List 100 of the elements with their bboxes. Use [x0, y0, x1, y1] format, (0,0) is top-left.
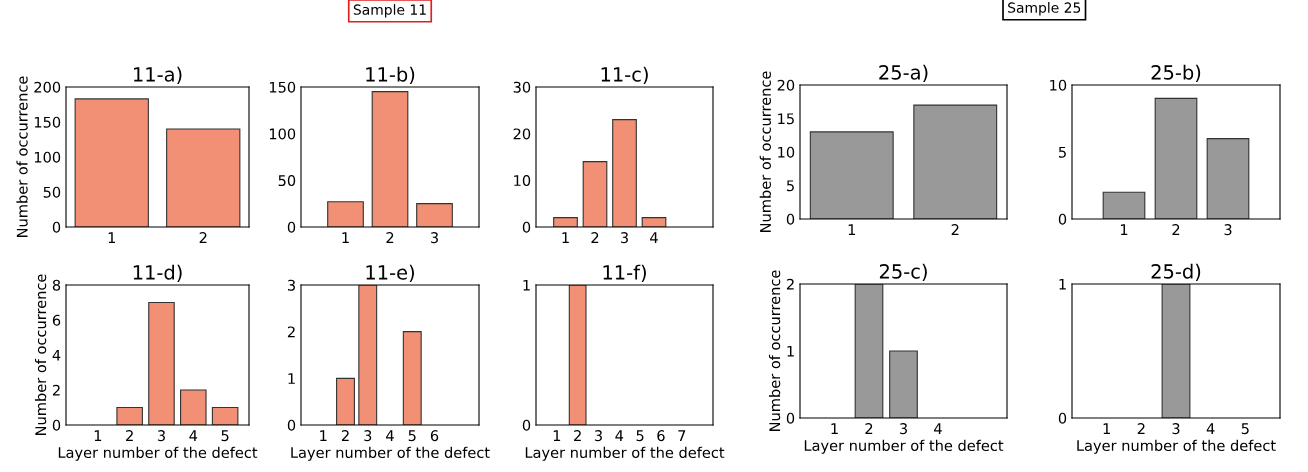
y-tick-label: 50: [278, 175, 296, 187]
x-tick-label: 5: [636, 430, 644, 442]
y-tick-label: 20: [513, 128, 531, 140]
bar: [612, 119, 637, 227]
x-tick-label: 4: [1206, 423, 1215, 434]
chart-title: 25-d): [1151, 263, 1201, 282]
y-tick-label: 0: [1058, 213, 1067, 225]
y-tick-label: 100: [269, 128, 296, 140]
bar: [582, 161, 608, 227]
y-axis-title: Number of occurrence: [34, 274, 47, 435]
x-tick-label: 1: [848, 224, 856, 235]
bar: [180, 389, 207, 425]
y-tick-label: 15: [778, 113, 794, 125]
bar: [1102, 191, 1146, 219]
bar: [211, 406, 239, 425]
y-tick-label: 0: [52, 221, 61, 233]
chart-title: 11-a): [134, 66, 182, 85]
y-tick-label: 1: [523, 279, 530, 291]
x-tick-label: 4: [386, 430, 394, 441]
bar: [416, 203, 453, 227]
x-axis-title: Layer number of the defect: [525, 446, 725, 461]
y-tick-label: 2: [786, 278, 794, 290]
x-tick-label: 2: [126, 430, 133, 441]
chart-title: 11-b): [366, 66, 415, 85]
y-tick-label: 10: [514, 175, 531, 187]
x-tick-label: 2: [1172, 224, 1180, 235]
x-tick-label: 1: [553, 430, 561, 441]
y-tick-label: 2: [52, 384, 60, 396]
bar: [148, 301, 175, 425]
x-tick-label: 1: [1103, 423, 1110, 434]
x-tick-label: 5: [1241, 423, 1249, 435]
y-tick-label: 0: [52, 419, 61, 431]
text: Sample 25: [1008, 2, 1081, 16]
x-tick-label: 1: [94, 430, 102, 441]
x-tick-label: 2: [574, 430, 581, 441]
bar: [402, 331, 422, 425]
x-axis-title: Layer number of the defect: [58, 446, 258, 461]
y-tick-label: 0: [786, 412, 795, 424]
x-tick-label: 6: [657, 430, 665, 442]
x-tick-label: 2: [865, 423, 873, 434]
y-tick-label: 30: [513, 81, 531, 93]
y-axis-title: Number of occurrence: [768, 270, 781, 431]
x-tick-label: 3: [620, 232, 628, 244]
x-tick-label: 1: [562, 232, 569, 243]
chart-title: 25-c): [879, 263, 927, 282]
x-tick-label: 1: [831, 423, 838, 434]
x-tick-label: 3: [364, 430, 372, 442]
x-tick-label: 1: [320, 430, 327, 441]
x-axis-title: Layer number of the defect: [1077, 439, 1276, 454]
x-tick-label: 3: [430, 232, 438, 244]
y-tick-label: 4: [52, 349, 61, 361]
chart-title: 11-d): [133, 264, 182, 283]
x-tick-label: 2: [951, 224, 959, 235]
chart-title: 11-c): [601, 66, 648, 85]
x-tick-label: 2: [199, 232, 207, 243]
x-tick-label: 3: [1224, 224, 1232, 236]
bar: [1154, 97, 1198, 219]
x-tick-label: 6: [430, 430, 439, 442]
bar: [553, 217, 578, 227]
y-axis-title: Number of occurrence: [16, 76, 28, 237]
bar: [371, 91, 409, 227]
x-tick-label: 1: [1120, 224, 1128, 235]
y-tick-label: 150: [34, 116, 61, 128]
x-tick-label: 2: [341, 430, 349, 441]
y-tick-label: 1: [288, 373, 295, 384]
y-tick-label: 0: [1058, 412, 1067, 424]
y-tick-label: 100: [34, 151, 61, 163]
y-tick-label: 1: [1059, 278, 1066, 290]
bar: [336, 377, 355, 425]
y-tick-label: 20: [777, 79, 795, 91]
chart-title: 11-f): [603, 264, 646, 283]
y-tick-label: 10: [778, 146, 795, 158]
x-tick-label: 1: [342, 232, 349, 243]
y-axis-title: Number of occurrence: [759, 71, 771, 232]
x-tick-label: 7: [678, 430, 686, 441]
y-tick-label: 6: [52, 314, 61, 326]
y-tick-label: 0: [287, 221, 296, 233]
y-tick-label: 3: [287, 279, 295, 291]
x-axis-title: Layer number of the defect: [291, 446, 490, 461]
x-tick-label: 2: [591, 232, 599, 243]
y-tick-label: 1: [787, 345, 794, 357]
x-tick-label: 2: [386, 232, 394, 243]
y-tick-label: 5: [786, 180, 794, 192]
y-tick-label: 10: [1050, 79, 1067, 91]
x-tick-label: 5: [408, 430, 416, 442]
x-tick-label: 3: [1172, 423, 1180, 435]
chart-title: 11-e): [366, 264, 414, 283]
x-tick-label: 4: [934, 423, 942, 434]
x-axis-title: Layer number of the defect: [804, 439, 1004, 454]
x-tick-label: 3: [157, 430, 165, 442]
chart-title: 25-b): [1151, 64, 1201, 83]
y-tick-label: 50: [43, 186, 61, 198]
y-tick-label: 0: [522, 221, 531, 233]
x-tick-label: 3: [594, 430, 602, 442]
bar: [327, 201, 364, 227]
bar: [1206, 138, 1250, 219]
bar: [116, 406, 143, 425]
x-tick-label: 3: [899, 423, 907, 435]
x-tick-label: 1: [108, 232, 116, 243]
y-tick-label: 150: [269, 81, 296, 93]
